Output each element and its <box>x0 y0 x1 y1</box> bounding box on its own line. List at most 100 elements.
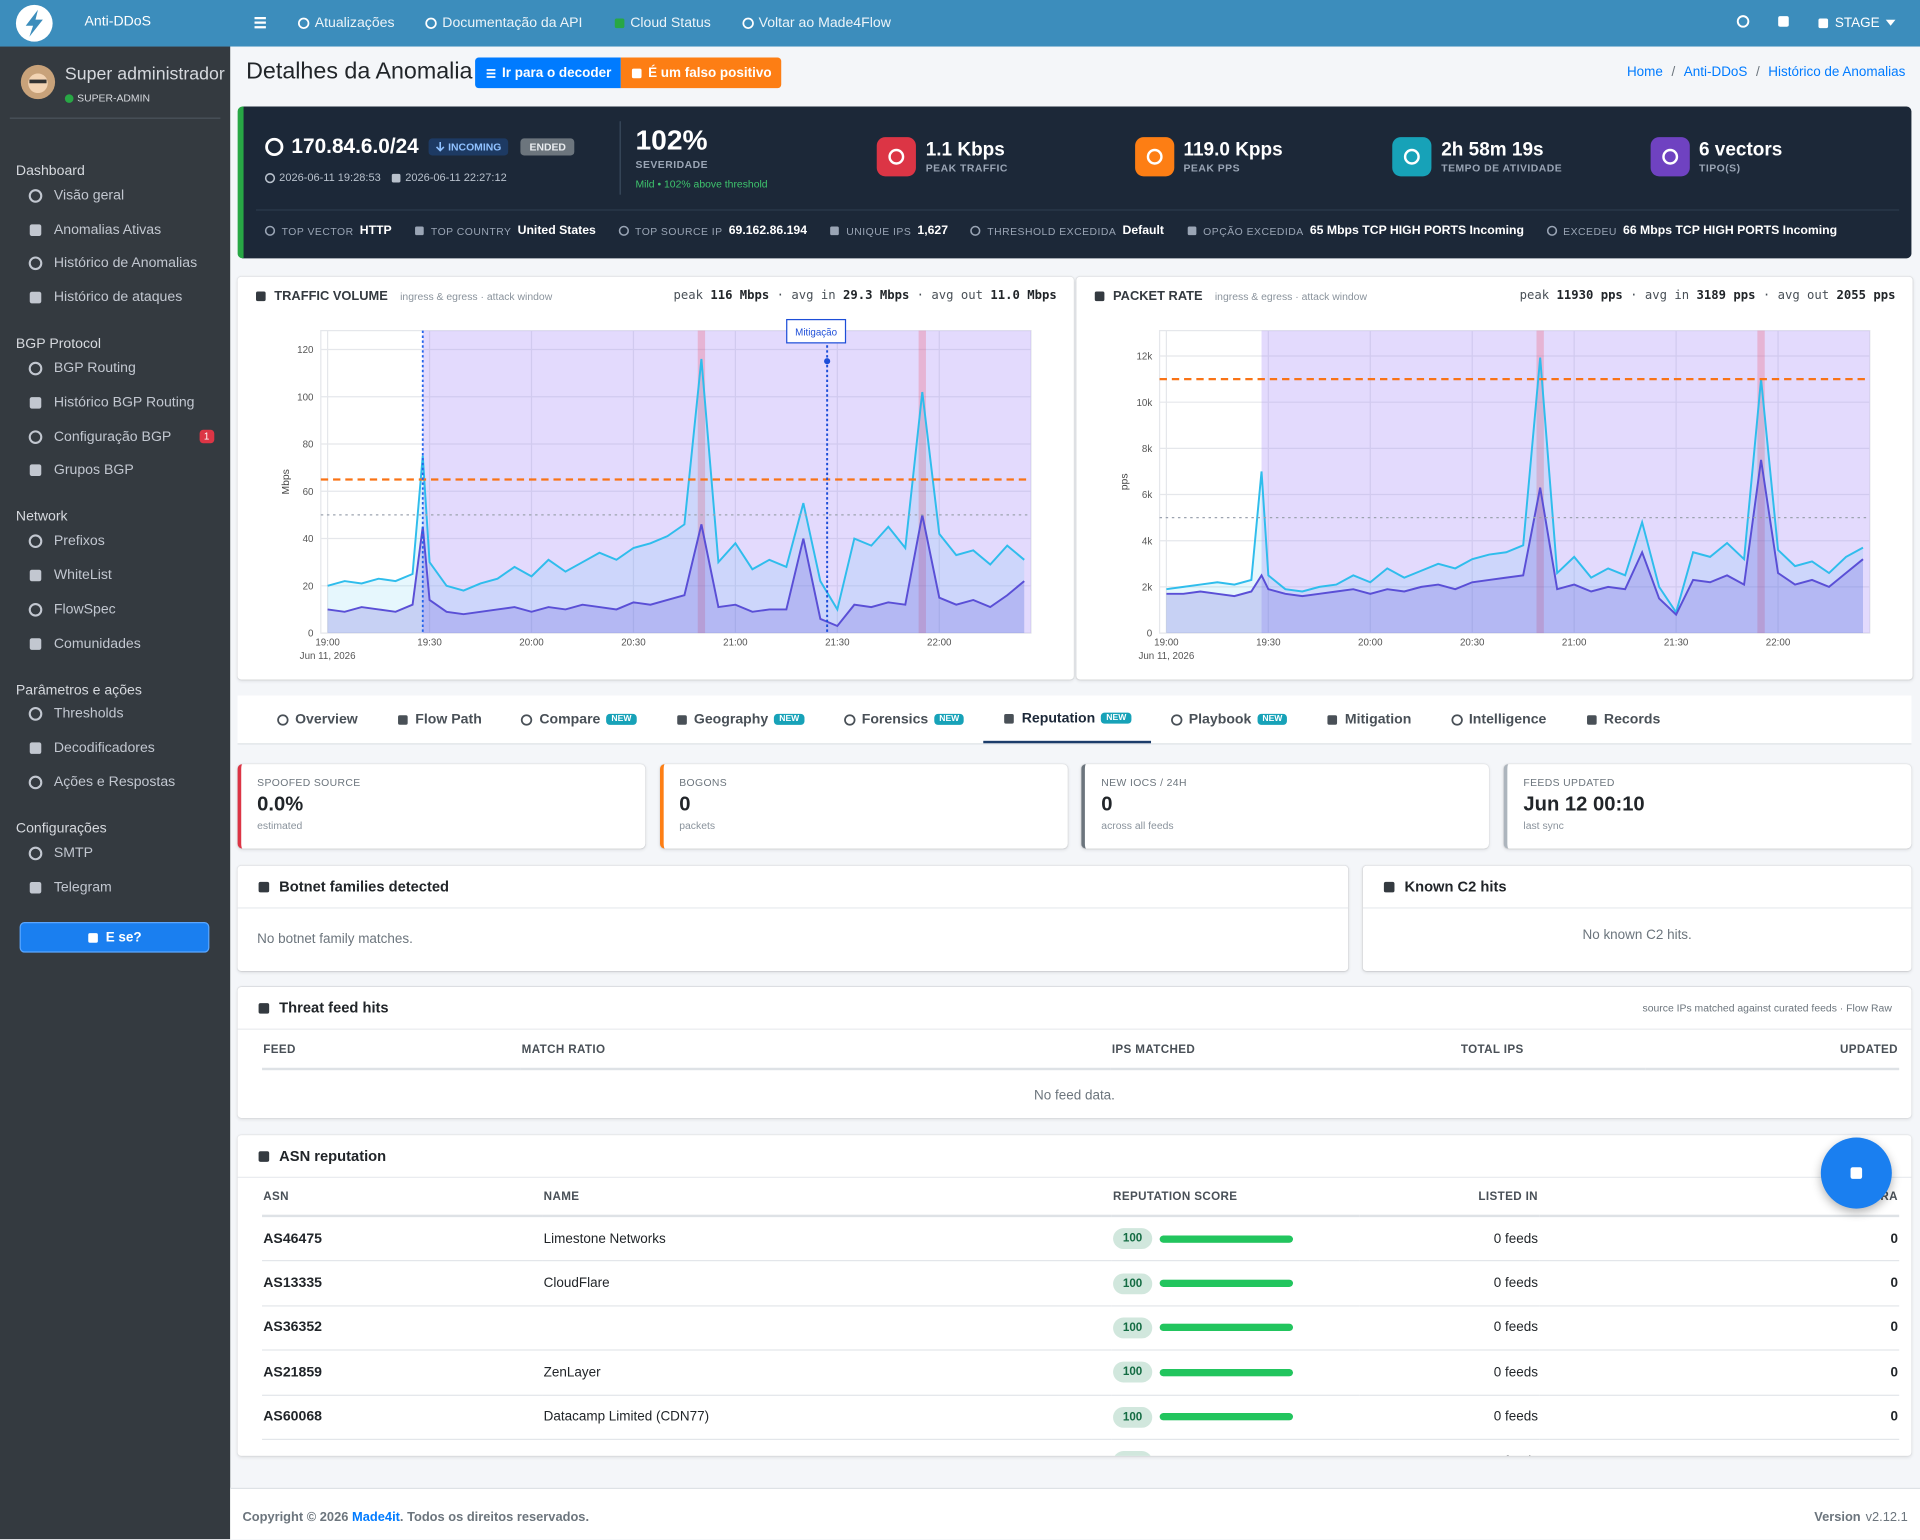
breadcrumb-link[interactable]: Histórico de Anomalias <box>1768 64 1906 80</box>
tab[interactable]: Overview <box>257 696 377 744</box>
top-link[interactable]: Cloud Status <box>613 16 711 31</box>
breadcrumb-link[interactable]: Home <box>1626 64 1663 80</box>
attack-window <box>422 330 1032 634</box>
kpi-label: SPOOFED SOURCE <box>257 776 361 789</box>
asn-listed: 0 feeds <box>1359 1261 1540 1307</box>
icon <box>970 225 981 236</box>
tab[interactable]: Playbook NEW <box>1151 696 1307 744</box>
tab-badge: NEW <box>1101 712 1132 724</box>
icon <box>29 465 42 477</box>
x-tick-label: 19:30 <box>1256 637 1281 648</box>
env-name: STAGE <box>1834 15 1880 31</box>
icon <box>676 714 687 725</box>
floating-button[interactable] <box>1820 1137 1892 1209</box>
kpi-label: BOGONS <box>679 776 728 789</box>
header-button[interactable]: É um falso positivo <box>621 57 782 89</box>
menu-item[interactable]: Thresholds <box>0 697 230 731</box>
top-link[interactable]: Voltar ao Made4Flow <box>741 16 891 31</box>
panel-header: ASN reputation <box>237 1135 1912 1178</box>
column-header: IPS MATCHED <box>1110 1031 1460 1071</box>
tab-badge: NEW <box>774 713 805 725</box>
score-pill: 100 <box>1113 1228 1153 1250</box>
icon <box>486 68 496 78</box>
icon-shape <box>1817 18 1828 29</box>
score-track <box>1159 1279 1293 1288</box>
menu-item[interactable]: Decodificadores <box>0 731 230 765</box>
asn-listed: 0 feeds <box>1359 1305 1540 1351</box>
tab[interactable]: Intelligence <box>1431 696 1566 744</box>
tab[interactable]: Forensics NEW <box>824 696 984 744</box>
y-tick-label: 0 <box>308 629 314 640</box>
icon-shape <box>28 429 43 444</box>
icon <box>254 16 266 29</box>
menu-toggle[interactable] <box>252 15 268 37</box>
menu-item[interactable]: Histórico BGP Routing <box>0 386 230 420</box>
menu-item[interactable]: SMTP <box>0 836 230 870</box>
tab[interactable]: Reputation NEW <box>983 696 1151 744</box>
menu-item[interactable]: FlowSpec <box>0 593 230 627</box>
tab-label: Overview <box>295 712 358 727</box>
tab[interactable]: Mitigation <box>1307 696 1431 744</box>
header-button[interactable]: Ir para o decoder <box>475 57 622 89</box>
y-axis-label: Mbps <box>281 469 292 494</box>
menu-item[interactable]: Ações e Respostas <box>0 765 230 799</box>
asn-id: AS13335 <box>262 1261 543 1307</box>
menu-item[interactable]: Comunidades <box>0 627 230 661</box>
menu-item[interactable]: Histórico de Anomalias <box>0 247 230 281</box>
breadcrumb-sep: / <box>1671 64 1676 80</box>
y-tick-label: 100 <box>297 392 314 403</box>
summary-label: · avg out <box>1762 288 1830 303</box>
column-header: ASN <box>262 1177 543 1218</box>
kpi-value: 0.0% <box>257 793 304 816</box>
summary-card: 170.84.6.0/24 INCOMING ENDED 2026-06-11 19:… <box>237 106 1912 259</box>
avatar-glasses <box>29 79 47 84</box>
asn-row: AS60068 Datacamp Limited (CDN77) 100 0 feed… <box>262 1394 1900 1440</box>
menu-item[interactable]: Anomalias Ativas <box>0 213 230 247</box>
menu: Dashboard Visão geral Anomalias Ativas Hist… <box>0 142 230 904</box>
c2-panel: Known C2 hits No known C2 hits. <box>1362 865 1912 972</box>
stat: 6 vectors TIPO(S) <box>1650 137 1782 177</box>
icon-shape <box>1004 713 1015 723</box>
tab[interactable]: Records <box>1566 696 1680 744</box>
user-name: Super administrador <box>64 64 225 85</box>
top-link-text: Atualizações <box>314 15 395 31</box>
menu-item[interactable]: BGP Routing <box>0 352 230 386</box>
menu-item[interactable]: Prefixos <box>0 525 230 559</box>
icon-shape <box>741 17 754 29</box>
asn-id: AS21859 <box>262 1350 543 1396</box>
top-link[interactable]: Documentação da API <box>425 16 582 31</box>
top-link[interactable]: Atualizações <box>297 15 395 31</box>
kpi-value: 0 <box>1101 793 1113 816</box>
packet-card: 0 2k 4k 6k 8k 10k 12k 19:00 19:30 20:00 20:30 21:00… <box>1076 276 1913 680</box>
fullscreen[interactable] <box>1776 15 1789 32</box>
menu-item[interactable]: Grupos BGP <box>0 454 230 488</box>
x-tick-label: 20:30 <box>1460 637 1485 648</box>
icon <box>28 846 43 861</box>
icon <box>830 226 839 236</box>
menu-item[interactable]: WhiteList <box>0 559 230 593</box>
tab[interactable]: Geography NEW <box>656 696 824 744</box>
icon <box>29 292 42 304</box>
company-link[interactable]: Made4it <box>352 1509 400 1525</box>
stat: 1.1 Kbps PEAK TRAFFIC <box>876 137 1008 177</box>
menu-item[interactable]: Telegram <box>0 870 230 904</box>
panel-title: Known C2 hits <box>1404 877 1507 896</box>
detail-value: Default <box>1122 224 1164 238</box>
what-if-button[interactable]: E se? <box>19 922 210 953</box>
breadcrumb-link[interactable]: Anti-DDoS <box>1683 64 1748 80</box>
top-link-text: Cloud Status <box>630 15 711 31</box>
menu-item[interactable]: Visão geral <box>0 179 230 213</box>
tab[interactable]: Flow Path <box>377 696 501 744</box>
severity: 102% <box>635 123 708 156</box>
tab[interactable]: Compare NEW <box>501 696 656 744</box>
notifications[interactable] <box>1736 15 1749 32</box>
icon-shape <box>425 17 437 29</box>
menu-item[interactable]: Histórico de ataques <box>0 281 230 315</box>
icon <box>1661 148 1678 165</box>
env-select[interactable]: STAGE <box>1817 16 1896 31</box>
tab-badge: NEW <box>934 713 965 725</box>
asn-score: 100 <box>1111 1394 1360 1440</box>
menu-item[interactable]: Configuração BGP 1 <box>0 420 230 454</box>
detail: EXCEDEU 66 Mbps TCP HIGH PORTS Incoming <box>1546 224 1837 238</box>
